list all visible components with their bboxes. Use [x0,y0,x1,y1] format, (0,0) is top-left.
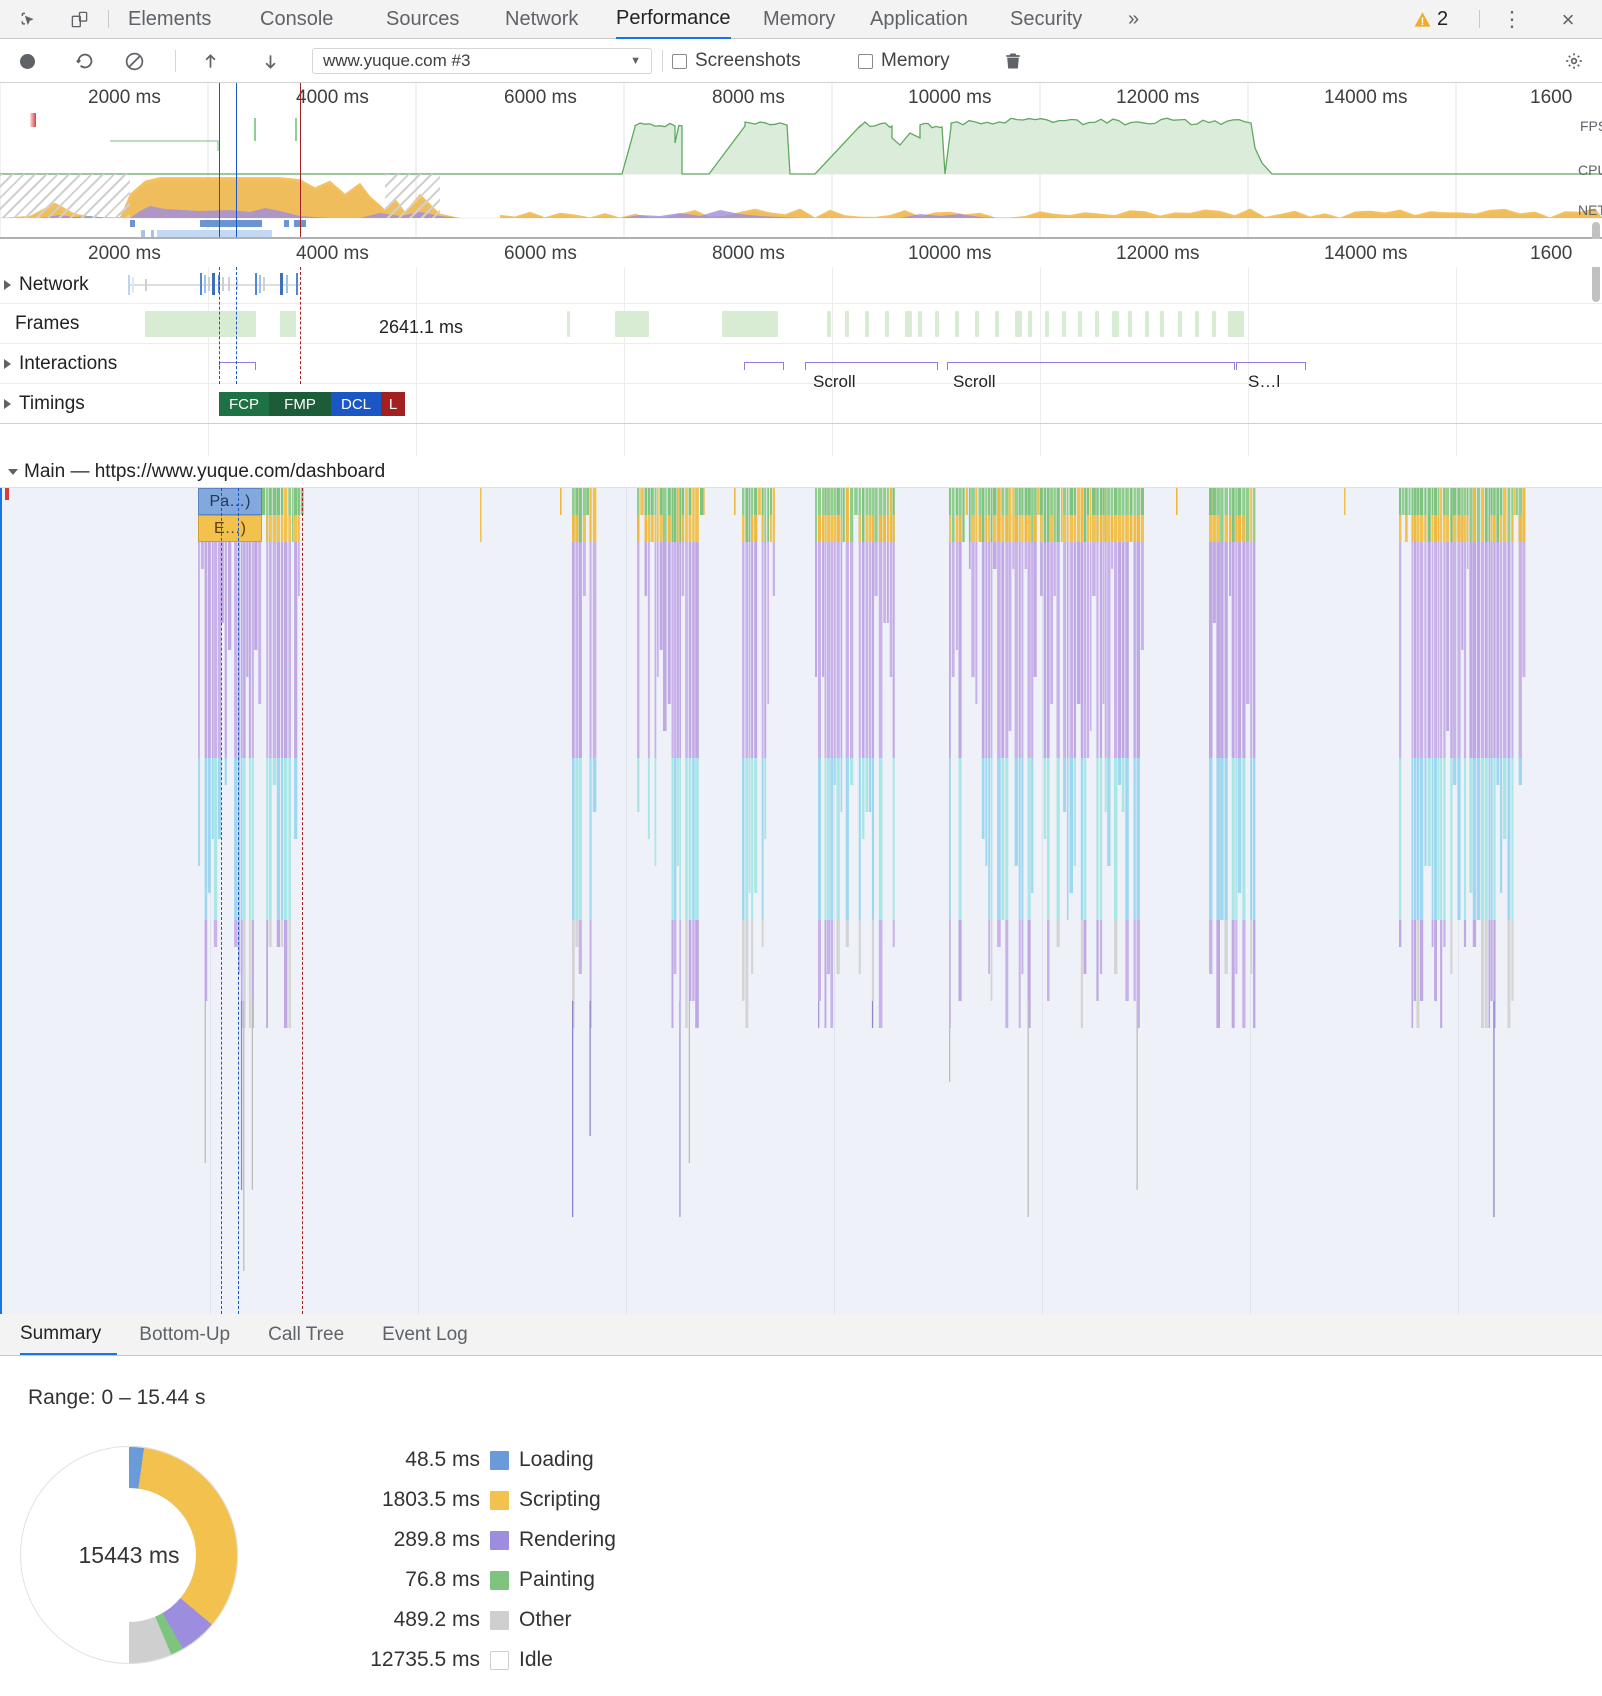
svg-text:1600: 1600 [1530,243,1572,264]
svg-text:CPU: CPU [1578,162,1602,178]
svg-text:12000 ms: 12000 ms [1116,87,1199,108]
svg-text:4000 ms: 4000 ms [296,243,369,264]
svg-text:1600: 1600 [1530,87,1572,108]
svg-text:6000 ms: 6000 ms [504,87,577,108]
svg-text:8000 ms: 8000 ms [712,243,785,264]
svg-text:FPS: FPS [1580,118,1602,134]
svg-text:14000 ms: 14000 ms [1324,243,1407,264]
svg-text:6000 ms: 6000 ms [504,243,577,264]
svg-text:10000 ms: 10000 ms [908,87,991,108]
svg-text:NET: NET [1578,202,1602,218]
svg-text:10000 ms: 10000 ms [908,243,991,264]
svg-text:14000 ms: 14000 ms [1324,87,1407,108]
svg-text:!: ! [1421,16,1425,28]
svg-text:4000 ms: 4000 ms [296,87,369,108]
svg-text:2000 ms: 2000 ms [88,87,161,108]
svg-text:2000 ms: 2000 ms [88,243,161,264]
svg-text:8000 ms: 8000 ms [712,87,785,108]
svg-text:12000 ms: 12000 ms [1116,243,1199,264]
